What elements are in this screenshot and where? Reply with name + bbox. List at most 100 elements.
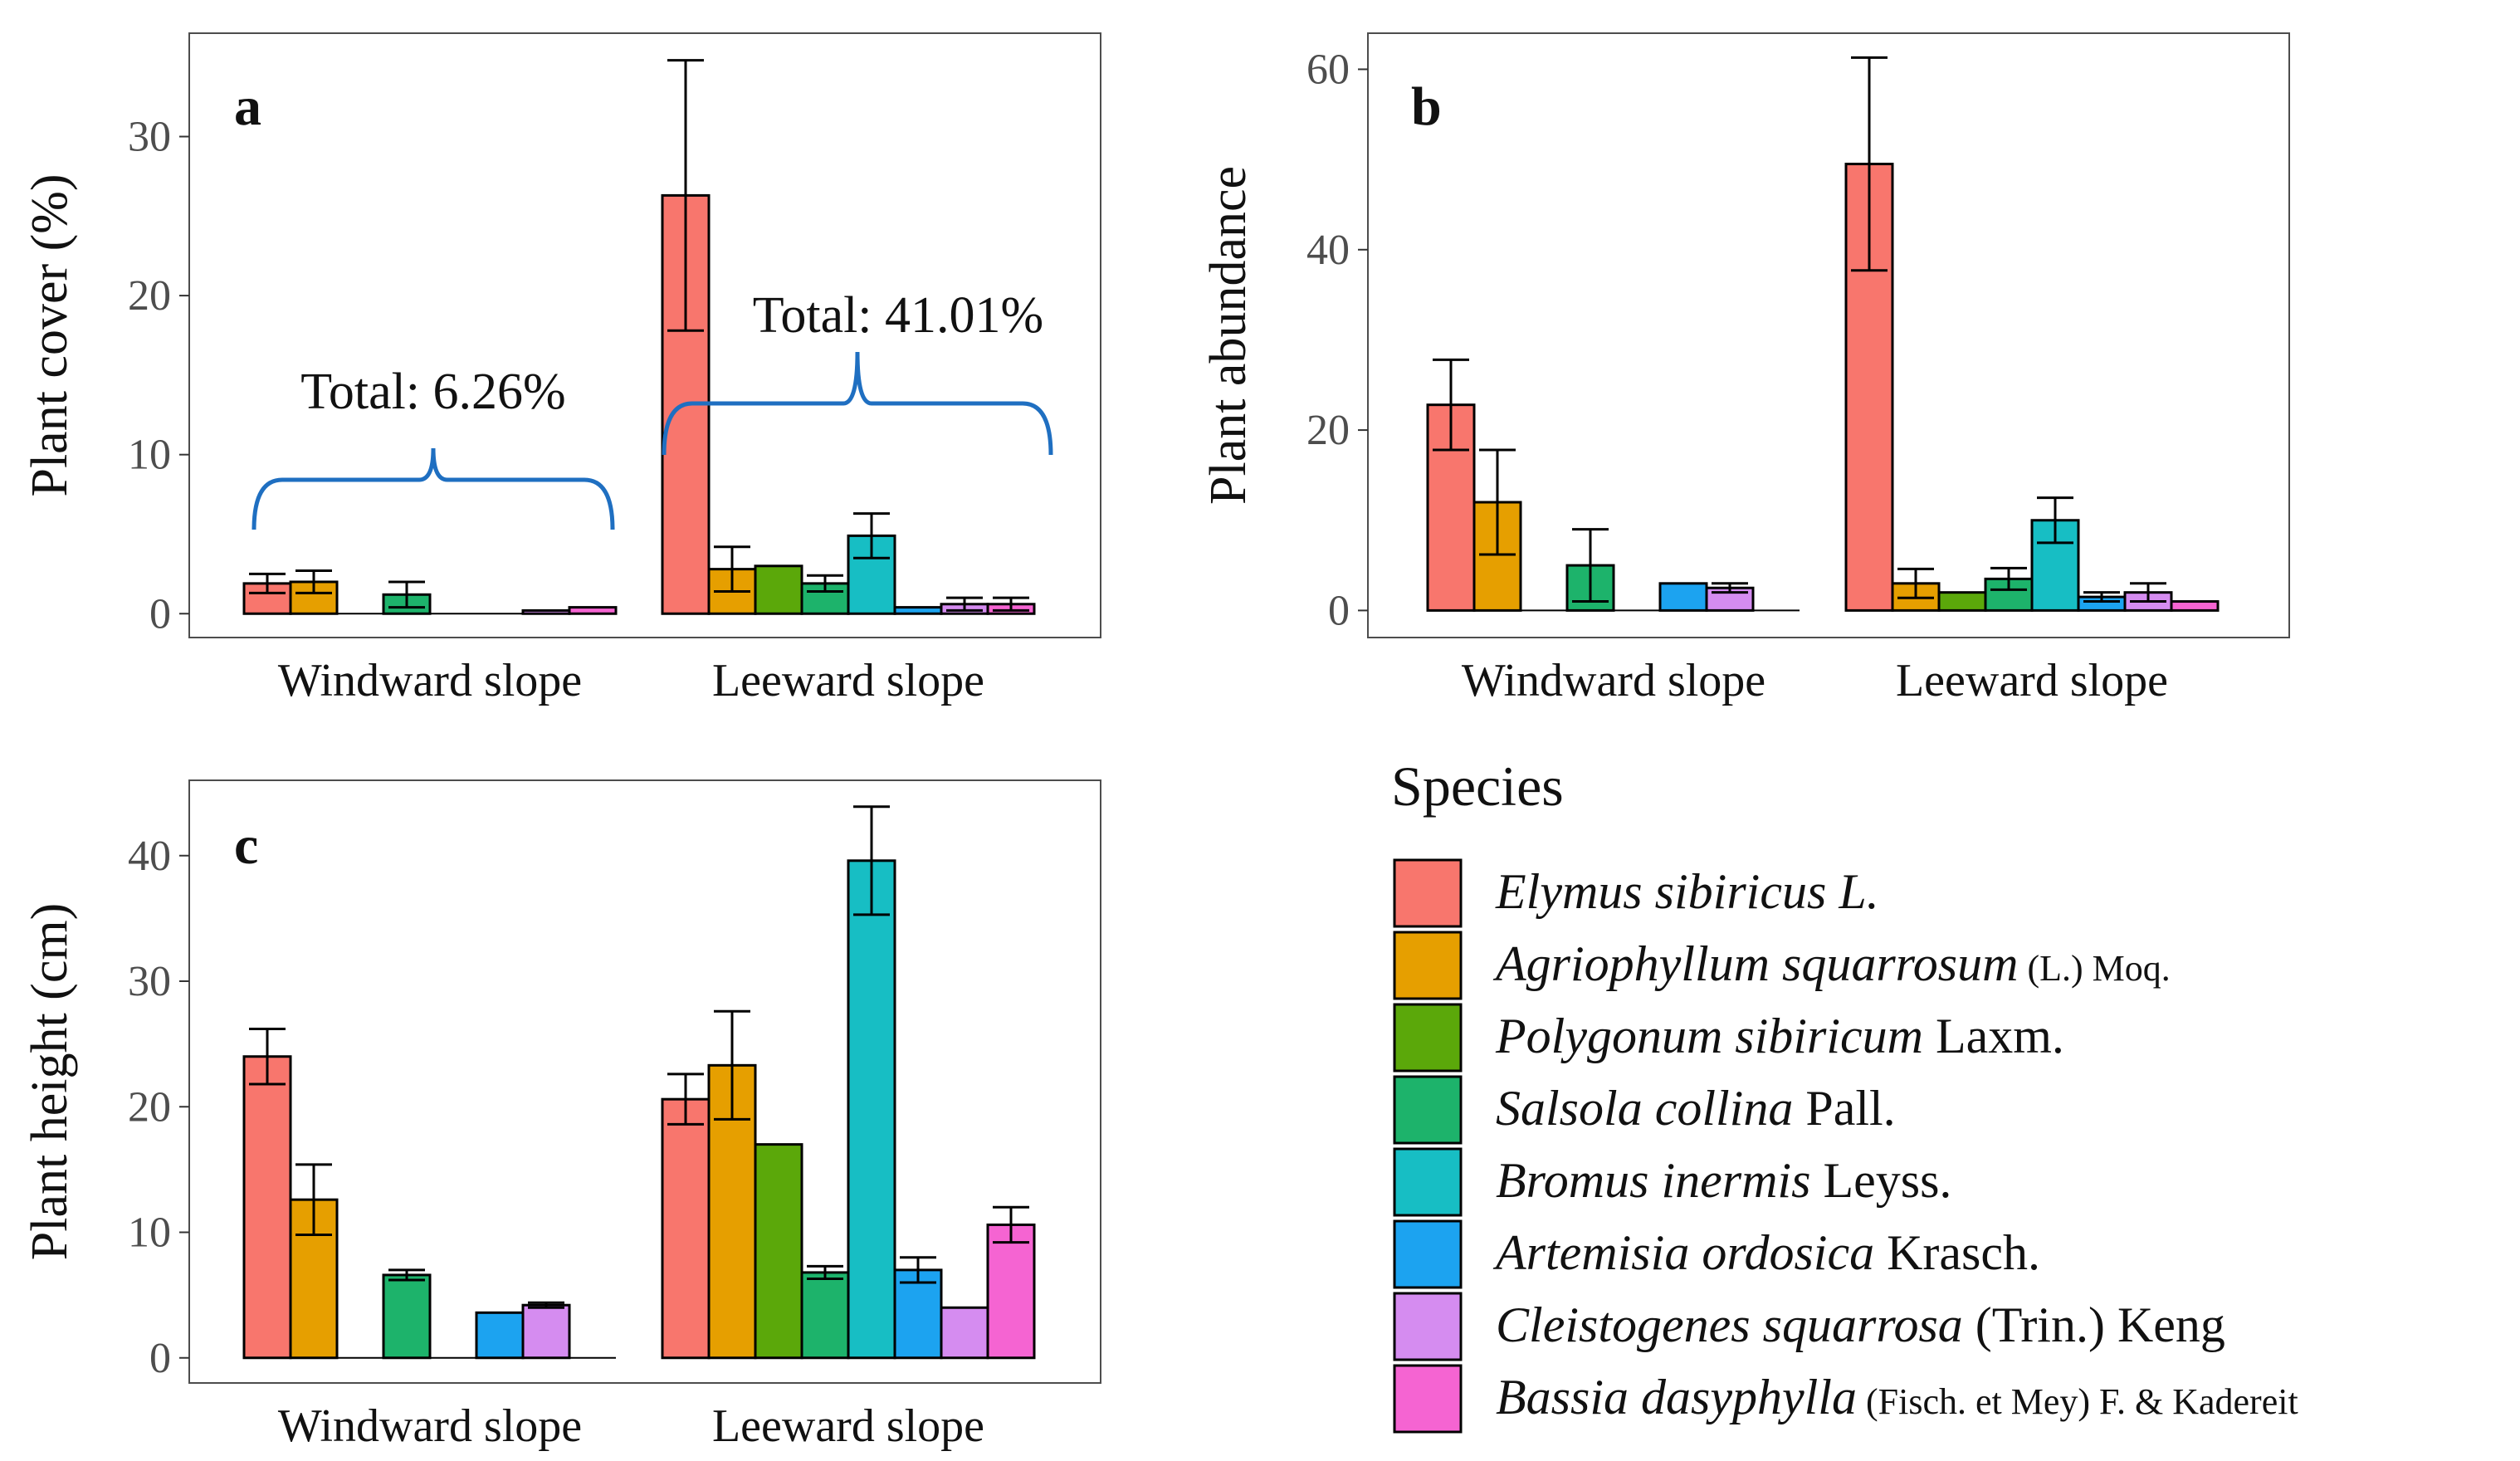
- panel-c: 0 10 20 30 40 Plant height (cm) c Windward slop…: [22, 779, 1101, 1452]
- legend-key: [1393, 1292, 1463, 1361]
- error-bar: [714, 545, 750, 593]
- x-category-label: Windward slope: [278, 1400, 582, 1452]
- y-tick-label: 10: [128, 1209, 171, 1257]
- panel-a: 0 10 20 30 Plant cover (%) a Windward slope Lee…: [22, 32, 1101, 706]
- x-category-label: Leeward slope: [1896, 655, 2168, 706]
- y-axis-label: Plant height (cm): [22, 903, 78, 1260]
- error-bar: [667, 59, 704, 332]
- legend-label: Artemisia ordosica Krasch.: [1492, 1225, 2040, 1280]
- bar: [893, 606, 943, 615]
- error-bar: [295, 1163, 332, 1237]
- error-bar: [2083, 591, 2120, 603]
- y-tick-label: 0: [1328, 587, 1350, 634]
- legend-key: [1393, 1364, 1463, 1434]
- y-tick-label: 0: [149, 590, 171, 638]
- error-bar: [714, 1009, 750, 1121]
- y-tick-label: 30: [128, 958, 171, 1005]
- bar: [986, 1223, 1036, 1360]
- x-category-label: Windward slope: [278, 655, 582, 706]
- error-bar: [2037, 496, 2073, 545]
- error-bar: [1897, 567, 1934, 599]
- y-tick-label: 40: [128, 833, 171, 880]
- error-bar: [667, 1073, 704, 1126]
- y-tick-label: 40: [1306, 227, 1350, 274]
- legend-label: Agriophyllum squarrosum (L.) Moq.: [1492, 936, 2171, 991]
- y-tick-label: 0: [149, 1335, 171, 1382]
- bar: [475, 1311, 525, 1360]
- error-bar: [1712, 582, 1748, 594]
- y-tick-label: 30: [128, 114, 171, 161]
- error-bar: [993, 1205, 1029, 1244]
- legend-title: Species: [1391, 755, 1564, 818]
- error-bar: [2130, 582, 2166, 603]
- total-windward: Total: 6.26%: [300, 364, 565, 420]
- error-bar: [853, 512, 890, 559]
- bar: [521, 608, 571, 615]
- error-bar: [1990, 566, 2027, 591]
- error-bar: [900, 1256, 936, 1284]
- total-leeward: Total: 41.01%: [753, 287, 1043, 344]
- legend-label: Bromus inermis Leyss.: [1496, 1153, 1951, 1208]
- species-legend: Species Elymus sibiricus L. Agriophyllum …: [1391, 755, 2298, 1434]
- bar: [521, 1303, 571, 1360]
- legend-label: Salsola collina Pall.: [1496, 1081, 1896, 1136]
- y-tick-label: 20: [128, 272, 171, 320]
- panel-letter: c: [234, 815, 258, 876]
- error-bar: [1851, 56, 1888, 272]
- error-bar: [946, 596, 983, 612]
- x-category-label: Windward slope: [1462, 655, 1765, 706]
- y-tick-label: 20: [128, 1083, 171, 1131]
- bar: [1937, 591, 1987, 612]
- bar: [847, 859, 896, 1360]
- y-axis-label: Plant cover (%): [22, 173, 78, 496]
- error-bar: [993, 596, 1029, 612]
- leeward-brace: [662, 351, 1053, 456]
- legend-key: [1393, 1075, 1463, 1145]
- bar: [661, 1097, 711, 1360]
- windward-brace: [252, 447, 615, 530]
- error-bar: [528, 1301, 564, 1309]
- bar: [568, 606, 618, 615]
- bar: [382, 1273, 432, 1360]
- legend-label: Elymus sibiricus L.: [1495, 864, 1879, 919]
- y-tick-label: 60: [1306, 46, 1350, 93]
- bar: [754, 564, 803, 615]
- bar: [754, 1143, 803, 1360]
- y-axis-label: Plant abundance: [1200, 166, 1257, 505]
- bar: [940, 1306, 989, 1360]
- error-bar: [388, 580, 425, 609]
- error-bar: [295, 569, 332, 594]
- bar: [1658, 582, 1708, 612]
- panel-frame: [188, 32, 1101, 638]
- panel-letter: b: [1411, 76, 1442, 137]
- legend-key: [1393, 1003, 1463, 1073]
- error-bar: [807, 574, 843, 593]
- bar: [800, 1271, 850, 1360]
- panel-frame: [188, 779, 1101, 1384]
- error-bar: [249, 572, 286, 594]
- panel-b: 0 20 40 60 Plant abundance b Windward slope Lee…: [1200, 32, 2290, 706]
- legend-key: [1393, 858, 1463, 928]
- bar: [800, 582, 850, 615]
- error-bar: [1433, 358, 1469, 452]
- error-bar: [853, 805, 890, 916]
- error-bar: [807, 1264, 843, 1280]
- y-tick-label: 20: [1306, 407, 1350, 454]
- bar: [2170, 600, 2220, 612]
- panel-frame: [1367, 32, 2290, 638]
- x-category-label: Leeward slope: [712, 655, 984, 706]
- legend-label: Polygonum sibiricum Laxm.: [1495, 1009, 2064, 1063]
- panel-letter: a: [234, 76, 261, 137]
- y-tick-label: 10: [128, 432, 171, 479]
- error-bar: [1479, 448, 1516, 556]
- legend-key: [1393, 1147, 1463, 1217]
- error-bar: [1572, 528, 1609, 603]
- x-category-label: Leeward slope: [712, 1400, 984, 1452]
- legend-key: [1393, 1219, 1463, 1289]
- legend-label: Cleistogenes squarrosa (Trin.) Keng: [1496, 1297, 2225, 1352]
- bar: [242, 1055, 292, 1360]
- legend-key: [1393, 931, 1463, 1000]
- legend-label: Bassia dasyphylla (Fisch. et Mey) F. & K…: [1496, 1370, 2298, 1424]
- error-bar: [249, 1027, 286, 1086]
